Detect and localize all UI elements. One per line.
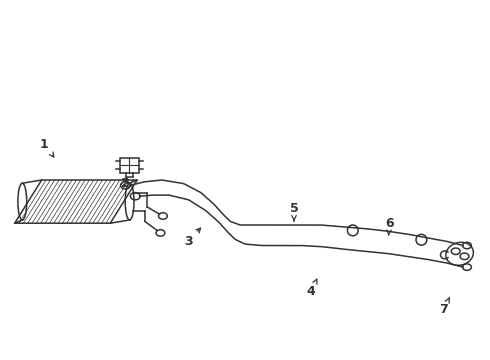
Text: 5: 5 bbox=[290, 202, 298, 221]
Text: 6: 6 bbox=[385, 217, 394, 235]
Text: 2: 2 bbox=[121, 177, 129, 190]
Bar bbox=[120, 158, 139, 173]
Text: 7: 7 bbox=[439, 298, 449, 316]
Text: 3: 3 bbox=[184, 228, 200, 248]
Text: 1: 1 bbox=[40, 138, 54, 157]
Text: 4: 4 bbox=[307, 279, 317, 298]
